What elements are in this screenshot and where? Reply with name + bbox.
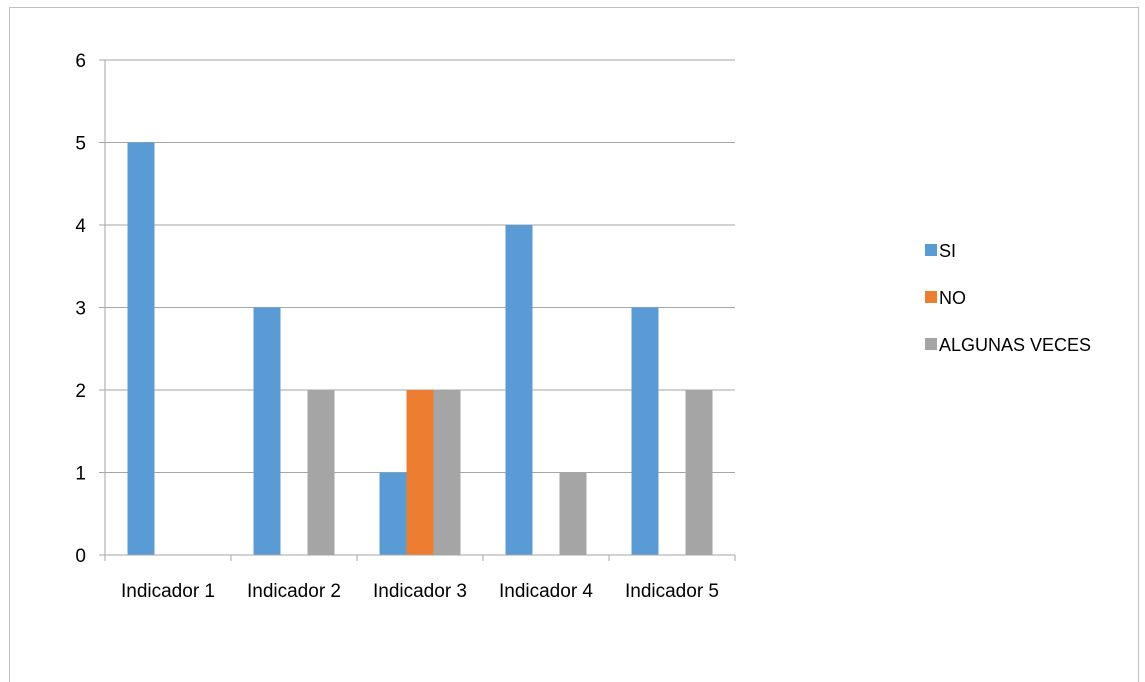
bars <box>128 143 713 556</box>
bar-si <box>632 308 659 556</box>
legend-swatch <box>925 291 937 303</box>
x-tick-label: Indicador 2 <box>247 581 341 602</box>
x-tick-label: Indicador 1 <box>121 581 215 602</box>
y-tick-label: 3 <box>75 299 86 320</box>
legend-swatch <box>925 338 937 350</box>
legend-swatch <box>925 244 937 256</box>
x-tick-label: Indicador 3 <box>373 581 467 602</box>
y-tick-label: 1 <box>75 464 86 485</box>
bar-algunas-veces <box>308 390 335 555</box>
legend: SI NO ALGUNAS VECES <box>925 241 1091 355</box>
y-tick-label: 6 <box>75 51 86 72</box>
bar-si <box>128 143 155 556</box>
y-tick-label: 5 <box>75 134 86 155</box>
legend-label: SI <box>939 241 956 261</box>
bar-no <box>407 390 434 555</box>
legend-label: NO <box>939 288 966 308</box>
bar-si <box>506 225 533 555</box>
bar-algunas-veces <box>434 390 461 555</box>
legend-label: ALGUNAS VECES <box>939 335 1091 355</box>
bar-algunas-veces <box>686 390 713 555</box>
x-tick-label: Indicador 5 <box>625 581 719 602</box>
y-tick-label: 2 <box>75 381 86 402</box>
x-tick-label: Indicador 4 <box>499 581 593 602</box>
y-tick-label: 0 <box>75 546 86 567</box>
y-tick-label: 4 <box>75 216 86 237</box>
bar-algunas-veces <box>560 473 587 556</box>
bar-si <box>380 473 407 556</box>
bar-si <box>254 308 281 556</box>
